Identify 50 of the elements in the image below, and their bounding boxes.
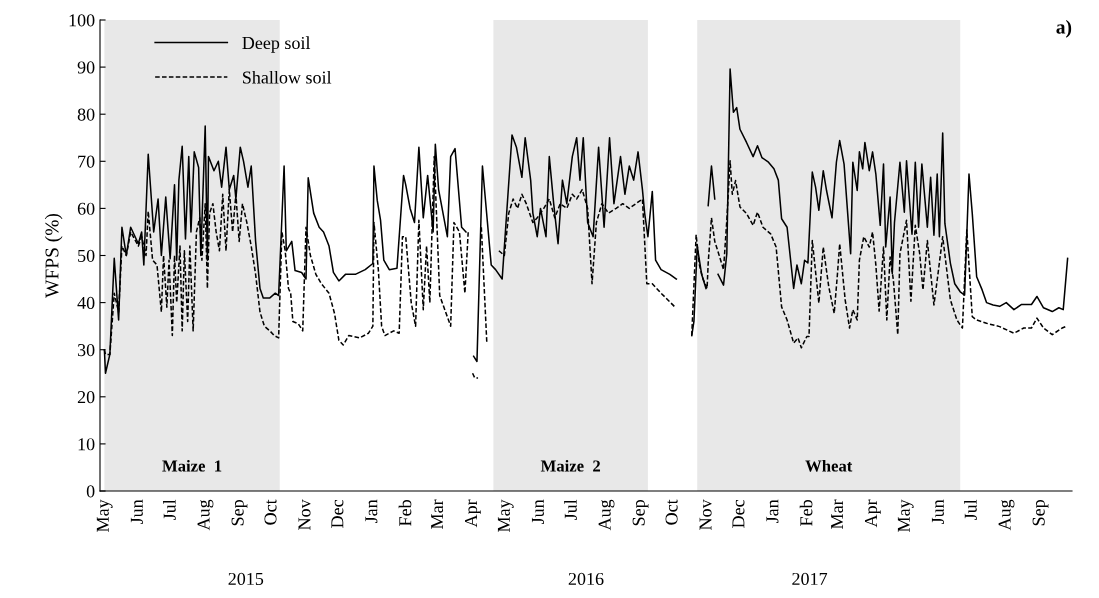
x-tick-label: Jun bbox=[130, 499, 143, 525]
band-label: Maize 2 bbox=[540, 459, 601, 472]
x-tick-label: Jul bbox=[163, 499, 176, 521]
y-tick-label: 20 bbox=[77, 391, 95, 404]
y-tick-label: 0 bbox=[86, 485, 95, 498]
x-tick-label: Aug bbox=[197, 499, 214, 531]
x-tick-label: Sep bbox=[231, 500, 248, 526]
band-label: Maize 1 bbox=[162, 459, 222, 472]
x-tick-label: Apr bbox=[864, 499, 881, 528]
y-tick-label: 60 bbox=[77, 202, 95, 215]
x-tick-label: Aug bbox=[598, 499, 615, 531]
x-tick-label: Jun bbox=[531, 499, 544, 525]
text: 2016 bbox=[568, 572, 604, 586]
legend-label: Deep soil bbox=[242, 36, 311, 53]
x-tick-label: Nov bbox=[699, 499, 712, 530]
x-tick-label: Apr bbox=[465, 499, 481, 528]
x-tick-label: Feb bbox=[799, 500, 813, 526]
x-tick-label: Aug bbox=[998, 499, 1015, 531]
x-tick-label: Jul bbox=[964, 499, 977, 521]
x-tick-label: Dec bbox=[331, 499, 344, 528]
x-tick-label: Feb bbox=[398, 500, 412, 526]
y-tick-label: 30 bbox=[77, 343, 95, 357]
y-axis-title: WFPS (%) bbox=[44, 213, 63, 298]
y-tick-label: 70 bbox=[78, 155, 95, 168]
y-tick-label: 80 bbox=[77, 108, 95, 121]
x-tick-label: Oct bbox=[665, 499, 678, 525]
x-tick-label: Jun bbox=[931, 499, 944, 525]
x-tick-label: Jul bbox=[564, 499, 577, 521]
y-tick-label: 10 bbox=[78, 438, 95, 451]
x-tick-label: Mar bbox=[431, 499, 444, 529]
y-tick-label: 90 bbox=[77, 61, 95, 74]
x-tick-label: Dec bbox=[732, 499, 745, 528]
x-tick-label: May bbox=[497, 499, 514, 532]
band-label: Wheat bbox=[805, 459, 853, 472]
x-tick-label: Oct bbox=[264, 499, 277, 525]
text: 2015 bbox=[228, 572, 264, 586]
x-tick-label: May bbox=[897, 499, 914, 532]
text: 2017 bbox=[792, 572, 828, 586]
x-tick-label: Jan bbox=[766, 499, 779, 524]
annotation: a) bbox=[1056, 20, 1072, 38]
x-tick-label: Sep bbox=[632, 500, 649, 526]
x-tick-label: Sep bbox=[1032, 500, 1049, 526]
legend-label: Shallow soil bbox=[243, 70, 332, 84]
x-tick-label: May bbox=[96, 499, 113, 532]
x-tick-label: Jan bbox=[365, 499, 378, 524]
y-tick-label: 100 bbox=[69, 14, 95, 27]
y-tick-label: 40 bbox=[77, 296, 95, 310]
y-tick-label: 50 bbox=[78, 249, 95, 262]
x-tick-label: Nov bbox=[298, 499, 311, 530]
x-tick-label: Mar bbox=[831, 499, 844, 529]
